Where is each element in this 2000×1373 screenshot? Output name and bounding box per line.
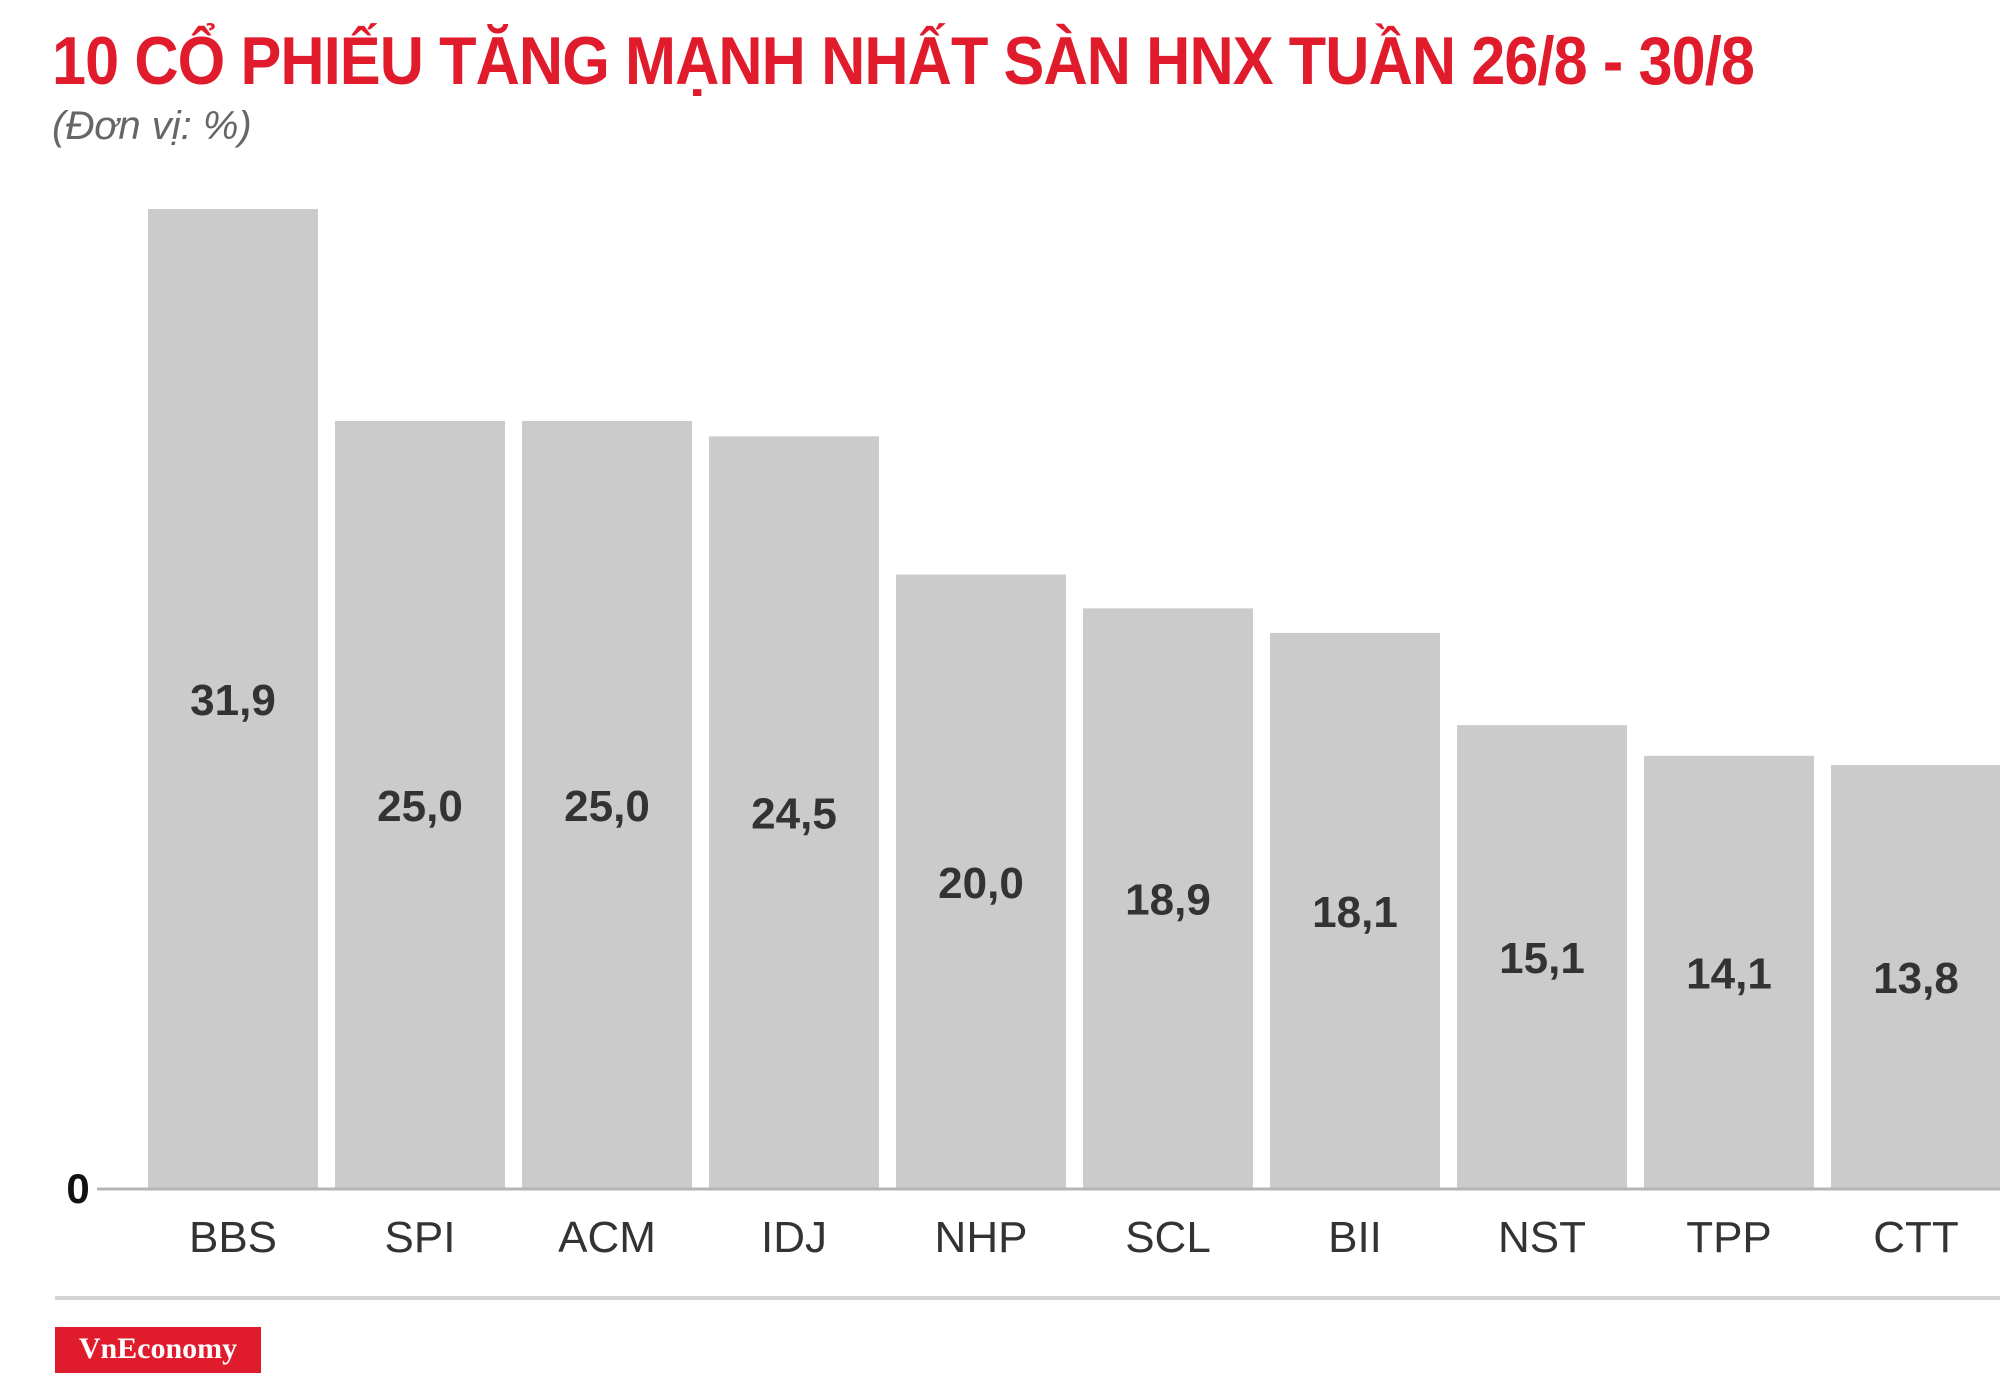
bar-value-label: 18,9 — [1125, 876, 1211, 925]
x-tick-label: IDJ — [761, 1213, 827, 1262]
bars-layer — [148, 209, 2000, 1189]
bar-value-label: 25,0 — [564, 782, 650, 831]
x-tick-label: BBS — [189, 1213, 277, 1262]
x-tick-label: CTT — [1873, 1213, 1959, 1262]
bar-value-label: 24,5 — [751, 790, 837, 839]
bar-nhp — [896, 574, 1066, 1189]
bar-value-label: 25,0 — [377, 782, 463, 831]
bar-bii — [1270, 632, 1440, 1189]
y-tick-label-0: 0 — [66, 1165, 89, 1212]
bar-ctt — [1831, 765, 2000, 1189]
bar-acm — [522, 420, 692, 1189]
bar-value-label: 31,9 — [190, 676, 276, 725]
brand-logo: VnEconomy — [55, 1327, 261, 1373]
footer-divider — [55, 1296, 2000, 1300]
chart-title: 10 CỔ PHIẾU TĂNG MẠNH NHẤT SÀN HNX TUẦN … — [52, 23, 1755, 99]
x-tick-label: NST — [1498, 1213, 1586, 1262]
bar-value-label: 18,1 — [1312, 888, 1398, 937]
labels-layer: 31,9 BBS 25,0 SPI 25,0 ACM 24,5 IDJ 20,0 NHP 18,9 S… — [189, 676, 1959, 1262]
x-tick-label: SPI — [385, 1213, 456, 1262]
bar-value-label: 14,1 — [1686, 949, 1772, 998]
bar-scl — [1083, 608, 1253, 1189]
bar-bbs — [148, 209, 318, 1189]
bar-tpp — [1644, 755, 1814, 1189]
bar-nst — [1457, 725, 1627, 1189]
chart-subtitle: (Đơn vị: %) — [52, 104, 252, 148]
bar-value-label: 20,0 — [938, 859, 1024, 908]
x-tick-label: ACM — [558, 1213, 656, 1262]
x-tick-label: BII — [1328, 1213, 1382, 1262]
bar-value-label: 13,8 — [1873, 954, 1959, 1003]
x-tick-label: SCL — [1125, 1213, 1211, 1262]
bar-spi — [335, 420, 505, 1189]
x-tick-label: TPP — [1686, 1213, 1772, 1262]
bar-chart: 0 31,9 BBS 25,0 SPI 25,0 ACM 24,5 IDJ 20,0 NHP 18,… — [66, 209, 2000, 1262]
bar-idj — [709, 436, 879, 1189]
bar-value-label: 15,1 — [1499, 934, 1585, 983]
x-tick-label: NHP — [935, 1213, 1028, 1262]
